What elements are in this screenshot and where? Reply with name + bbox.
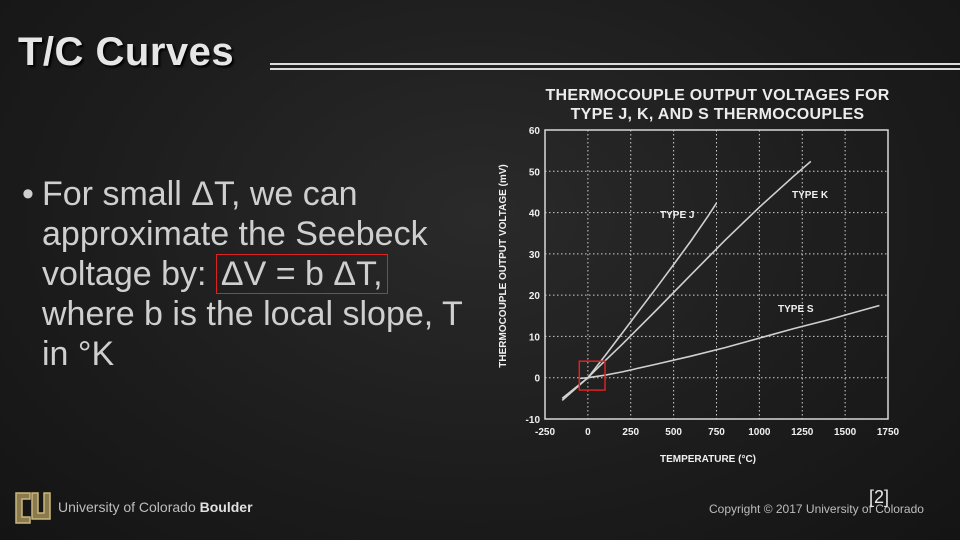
x-tick-label: 1750 xyxy=(877,427,900,438)
y-tick-label: 10 xyxy=(529,332,541,343)
footer-copyright: Copyright © 2017 University of Colorado xyxy=(709,502,924,516)
series-label-type-j: TYPE J xyxy=(660,210,694,221)
origin-highlight-box xyxy=(578,360,606,391)
series-line-type-k xyxy=(561,160,812,400)
y-tick-label: -10 xyxy=(526,415,541,426)
x-tick-label: 0 xyxy=(585,427,591,438)
series-line-type-s xyxy=(579,304,880,380)
series-label-type-s: TYPE S xyxy=(778,304,814,315)
y-tick-label: 0 xyxy=(534,374,540,385)
bullet-text: For small ΔT, we can approximate the See… xyxy=(42,174,482,374)
slide-title: T/C Curves xyxy=(18,30,235,74)
cu-logo-icon xyxy=(15,492,51,524)
y-tick-label: 30 xyxy=(529,250,541,261)
bullet-text-part2: where b is the local slope, T in °K xyxy=(42,295,463,373)
x-tick-label: 1500 xyxy=(834,427,857,438)
series-label-type-k: TYPE K xyxy=(792,190,829,201)
plot-frame xyxy=(544,129,889,420)
chart-series xyxy=(561,160,880,401)
x-tick-label: 500 xyxy=(665,427,682,438)
y-tick-label: 20 xyxy=(529,291,541,302)
x-axis-label: TEMPERATURE (°C) xyxy=(660,454,756,465)
chart-grid xyxy=(545,130,888,419)
x-tick-label: -250 xyxy=(535,427,555,438)
bullet-point: • For small ΔT, we can approximate the S… xyxy=(22,174,482,374)
footer-university-name: University of Colorado xyxy=(58,499,196,515)
reference-citation: [2] xyxy=(869,487,890,507)
bullet-text-part1: For small ΔT, we can approximate the See… xyxy=(42,175,428,293)
x-tick-label: 250 xyxy=(622,427,639,438)
title-rule xyxy=(270,63,960,65)
footer-university-campus: Boulder xyxy=(199,499,253,515)
thermocouple-chart: -250 0 250 500 750 1000 1250 1500 1750 -10 0 10 20 30… xyxy=(498,126,900,465)
chart-title-line2: TYPE J, K, AND S THERMOCOUPLES xyxy=(570,106,865,123)
x-tick-label: 750 xyxy=(708,427,725,438)
equation-highlight: ΔV = b ΔT, xyxy=(215,254,388,294)
series-line-type-j xyxy=(561,202,718,401)
y-tick-label: 60 xyxy=(529,126,541,137)
x-tick-label: 1000 xyxy=(748,427,771,438)
x-tick-label: 1250 xyxy=(791,427,814,438)
bullet-dot: • xyxy=(22,175,34,213)
y-axis-label: THERMOCOUPLE OUTPUT VOLTAGE (mV) xyxy=(498,164,509,368)
footer-university: University of Colorado Boulder xyxy=(58,499,253,515)
chart-ticks: -250 0 250 500 750 1000 1250 1500 1750 -10 0 10 20 30… xyxy=(526,126,900,438)
chart-title: THERMOCOUPLE OUTPUT VOLTAGES FOR TYPE J,… xyxy=(505,86,930,124)
title-rule xyxy=(270,68,960,70)
chart-title-line1: THERMOCOUPLE OUTPUT VOLTAGES FOR xyxy=(545,87,890,104)
y-tick-label: 50 xyxy=(529,167,541,178)
y-tick-label: 40 xyxy=(529,209,541,220)
